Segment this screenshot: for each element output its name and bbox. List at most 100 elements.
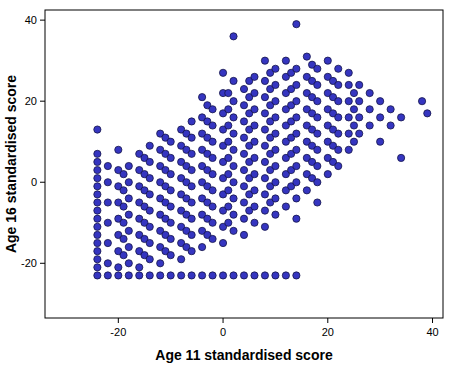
point — [251, 203, 258, 210]
point — [261, 158, 268, 165]
point — [120, 187, 127, 194]
point — [230, 227, 237, 234]
point — [120, 203, 127, 210]
point — [104, 260, 111, 267]
point — [94, 264, 101, 271]
point — [335, 65, 342, 72]
point — [335, 146, 342, 153]
point — [350, 106, 357, 113]
point — [240, 183, 247, 190]
point — [261, 110, 268, 117]
point — [366, 122, 373, 129]
point — [366, 89, 373, 96]
point — [230, 272, 237, 279]
point — [240, 272, 247, 279]
point — [157, 272, 164, 279]
x-tick-label: 40 — [426, 326, 438, 338]
point — [188, 248, 195, 255]
point — [199, 243, 206, 250]
point — [209, 138, 216, 145]
point — [209, 219, 216, 226]
point — [104, 239, 111, 246]
point — [178, 272, 185, 279]
background — [0, 0, 461, 368]
point — [350, 138, 357, 145]
point — [136, 264, 143, 271]
point — [418, 98, 425, 105]
point — [345, 69, 352, 76]
point — [251, 171, 258, 178]
point — [209, 122, 216, 129]
point — [188, 166, 195, 173]
point — [125, 227, 132, 234]
point — [225, 219, 232, 226]
point — [314, 146, 321, 153]
point — [115, 272, 122, 279]
point — [230, 114, 237, 121]
point — [261, 77, 268, 84]
point — [345, 146, 352, 153]
point — [94, 126, 101, 133]
point — [398, 114, 405, 121]
point — [240, 118, 247, 125]
point — [120, 235, 127, 242]
point — [350, 89, 357, 96]
point — [125, 211, 132, 218]
point — [188, 134, 195, 141]
y-tick-label: 40 — [25, 14, 37, 26]
point — [261, 126, 268, 133]
point — [230, 130, 237, 137]
point — [240, 199, 247, 206]
point — [209, 106, 216, 113]
point — [293, 272, 300, 279]
point — [261, 207, 268, 214]
point — [219, 272, 226, 279]
y-tick — [40, 263, 45, 264]
point — [94, 223, 101, 230]
point — [314, 98, 321, 105]
point — [335, 81, 342, 88]
point — [293, 130, 300, 137]
point — [293, 195, 300, 202]
point — [209, 171, 216, 178]
point — [94, 166, 101, 173]
point — [251, 154, 258, 161]
point — [240, 134, 247, 141]
point — [94, 199, 101, 206]
point — [94, 175, 101, 182]
point — [188, 118, 195, 125]
point — [209, 235, 216, 242]
point — [94, 239, 101, 246]
point — [261, 223, 268, 230]
point — [188, 215, 195, 222]
point — [293, 179, 300, 186]
point — [146, 191, 153, 198]
point — [335, 162, 342, 169]
point — [146, 175, 153, 182]
point — [146, 207, 153, 214]
point — [167, 219, 174, 226]
point — [282, 272, 289, 279]
point — [240, 215, 247, 222]
point — [261, 94, 268, 101]
point — [199, 94, 206, 101]
point — [94, 272, 101, 279]
point — [146, 272, 153, 279]
point — [230, 146, 237, 153]
point — [115, 264, 122, 271]
point — [356, 81, 363, 88]
point — [314, 162, 321, 169]
point — [188, 231, 195, 238]
point — [94, 183, 101, 190]
x-axis-label: Age 11 standardised score — [155, 347, 333, 363]
point — [146, 239, 153, 246]
point — [251, 187, 258, 194]
point — [345, 114, 352, 121]
y-tick — [40, 182, 45, 183]
point — [94, 215, 101, 222]
point — [324, 57, 331, 64]
point — [167, 203, 174, 210]
point — [314, 179, 321, 186]
point — [115, 146, 122, 153]
point — [272, 98, 279, 105]
